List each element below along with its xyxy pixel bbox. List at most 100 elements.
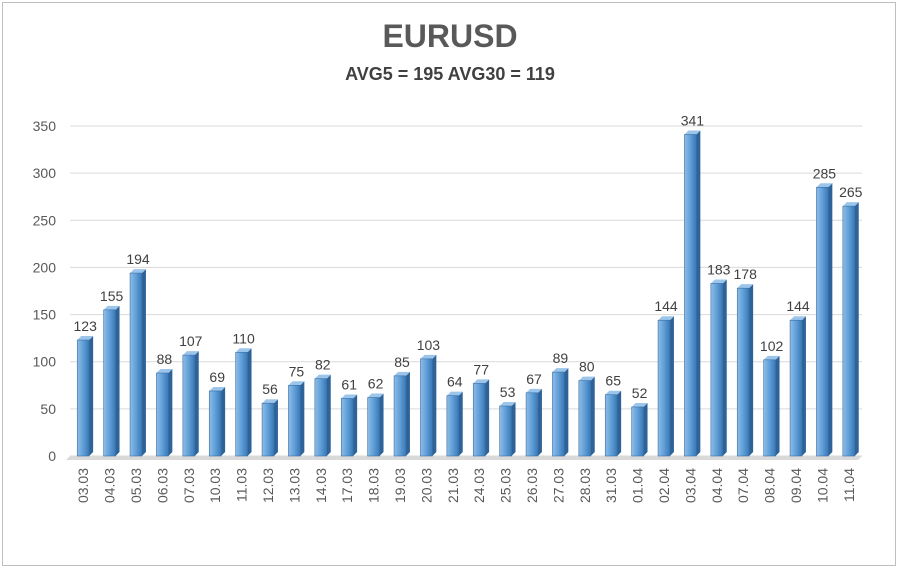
x-tick-label: 07.03 (181, 468, 197, 503)
bar-top (658, 316, 674, 321)
bar-side (247, 348, 252, 456)
bar-01.04 (631, 402, 648, 457)
bar (367, 397, 380, 457)
y-tick-label: 350 (33, 118, 57, 134)
bar-top (262, 399, 278, 404)
bar-top (130, 269, 146, 274)
data-label: 85 (394, 354, 410, 370)
data-label: 102 (760, 338, 784, 354)
data-label: 62 (368, 376, 384, 392)
bar (129, 272, 143, 457)
x-tick-label: 08.04 (762, 468, 778, 503)
x-tick-label: 17.03 (339, 468, 355, 503)
bar-side (115, 305, 120, 456)
bar-side (775, 355, 780, 456)
bar-top (710, 279, 727, 284)
bar-top (473, 379, 490, 384)
bar-side (590, 376, 595, 456)
bar-05.03 (129, 269, 146, 457)
chart-floor (66, 456, 862, 460)
data-label: 107 (179, 333, 203, 349)
y-tick-label: 0 (48, 448, 56, 464)
bar-side (405, 371, 410, 456)
data-label: 110 (232, 330, 255, 346)
bar-top (790, 316, 806, 321)
bar (314, 378, 328, 457)
bar-top (103, 305, 120, 310)
x-tick-label: 07.04 (735, 468, 751, 503)
x-tick-label: 26.03 (524, 468, 540, 503)
x-tick-label: 10.04 (814, 468, 830, 503)
bar-side (168, 369, 173, 456)
bar-top (314, 374, 331, 379)
bar-17.03 (340, 394, 358, 457)
x-tick-label: 06.03 (154, 468, 170, 503)
data-label: 155 (100, 288, 124, 304)
bars (76, 130, 859, 457)
x-tick-label: 24.03 (471, 468, 487, 503)
bar-top (367, 393, 384, 398)
bar-top (816, 183, 833, 188)
bar-28.03 (578, 376, 595, 457)
data-label: 64 (447, 374, 463, 390)
bar-side (300, 381, 305, 456)
bar-03.04 (684, 130, 701, 457)
bar-14.03 (314, 374, 331, 457)
bar-top (77, 336, 94, 341)
bar-side (141, 269, 146, 456)
data-label: 123 (74, 318, 98, 334)
bar (393, 375, 407, 457)
bar-side (617, 390, 622, 456)
bar-09.04 (789, 316, 806, 457)
bar-side (353, 394, 358, 456)
bar-side (458, 391, 463, 456)
bar (76, 339, 90, 457)
bar (235, 351, 248, 457)
bar-03.03 (76, 336, 94, 457)
data-label: 89 (553, 350, 569, 366)
bar-side (194, 351, 199, 456)
bar (261, 402, 275, 457)
chart-title: EURUSD (382, 18, 518, 54)
bar-top (526, 388, 542, 393)
bar (340, 398, 354, 457)
bar-side (669, 316, 674, 456)
bar-10.04 (816, 183, 833, 457)
bar-side (564, 368, 569, 456)
x-tick-label: 20.03 (418, 468, 434, 503)
bar (789, 319, 803, 457)
bar-side (537, 388, 542, 456)
bar-side (89, 336, 94, 456)
chart-subtitle: AVG5 = 195 AVG30 = 119 (345, 64, 555, 84)
bar (552, 371, 565, 457)
data-label: 61 (341, 376, 357, 392)
x-tick-label: 11.04 (841, 468, 857, 502)
bar-26.03 (525, 388, 542, 457)
x-tick-label: 03.04 (682, 468, 698, 503)
bar-side (432, 354, 437, 456)
data-label: 178 (734, 266, 758, 282)
x-tick-label: 27.03 (550, 468, 566, 503)
bar-08.04 (763, 355, 780, 457)
bar (631, 406, 644, 457)
x-tick-label: 13.03 (286, 468, 302, 503)
bar-top (842, 202, 859, 207)
bar-side (854, 202, 859, 456)
x-tick-label: 09.04 (788, 468, 804, 503)
data-label: 69 (209, 369, 225, 385)
bar (103, 309, 116, 457)
bar-top (156, 369, 173, 374)
bar-06.03 (156, 369, 173, 457)
x-tick-label: 10.03 (207, 468, 223, 503)
bar (525, 392, 539, 457)
x-tick-label: 04.04 (709, 468, 725, 503)
bar (710, 283, 724, 457)
bar-top (209, 386, 226, 391)
data-label: 65 (605, 373, 621, 389)
bar (288, 384, 301, 457)
bar-side (643, 402, 648, 456)
y-axis: 0 50 100 150 200 250 300 350 (33, 118, 57, 464)
data-label: 82 (315, 357, 331, 373)
